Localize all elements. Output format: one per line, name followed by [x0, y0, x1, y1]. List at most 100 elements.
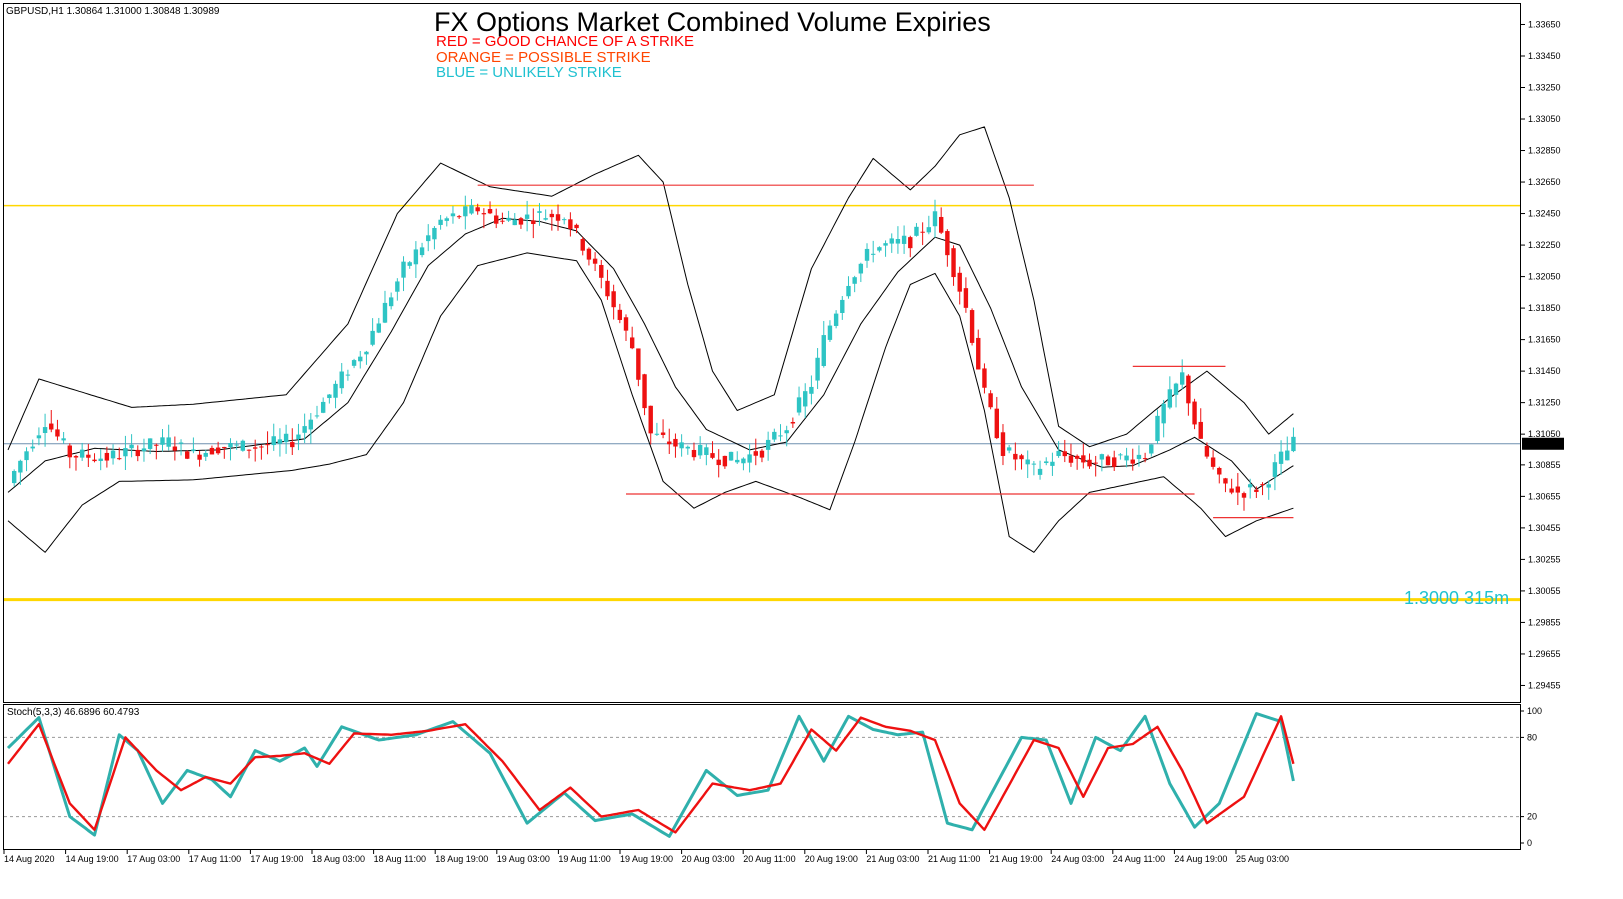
- candle-body: [1192, 401, 1197, 425]
- candle: [147, 438, 153, 455]
- candle-body: [209, 447, 215, 455]
- candle-body: [469, 205, 474, 214]
- candle-body: [463, 206, 468, 217]
- candle: [1062, 439, 1067, 463]
- candle-body: [1019, 455, 1024, 460]
- candle-body: [969, 310, 975, 343]
- candle-body: [444, 218, 449, 221]
- candle: [889, 233, 894, 253]
- candle-body: [790, 422, 796, 424]
- candle-body: [92, 459, 97, 462]
- time-tick-label: 18 Aug 11:00: [374, 854, 426, 864]
- candle-body: [697, 444, 703, 456]
- candle: [283, 424, 289, 454]
- candle-body: [1006, 447, 1012, 451]
- candle-body: [24, 451, 29, 461]
- stoch-main-line: [6, 712, 1295, 838]
- candle-body: [11, 471, 17, 484]
- candle-body: [1204, 445, 1210, 457]
- candle: [636, 348, 641, 387]
- candle-body: [79, 449, 85, 458]
- candle: [549, 209, 555, 231]
- candle-body: [1025, 459, 1030, 465]
- candle: [697, 436, 703, 459]
- candle: [1118, 453, 1123, 460]
- candle: [172, 436, 178, 461]
- candle: [86, 443, 91, 468]
- time-tick-label: 24 Aug 11:00: [1113, 854, 1165, 864]
- candle: [1278, 440, 1284, 475]
- bb-middle: [7, 217, 1294, 493]
- time-tick-label: 17 Aug 11:00: [189, 854, 241, 864]
- candle-body: [426, 235, 431, 242]
- candle: [531, 208, 536, 239]
- candle: [197, 450, 202, 467]
- candle-body: [821, 335, 826, 366]
- candle-body: [172, 446, 178, 451]
- candle: [988, 390, 993, 410]
- candle: [728, 451, 734, 461]
- candle-body: [883, 243, 888, 246]
- candle-body: [215, 447, 221, 454]
- candle: [1068, 443, 1074, 467]
- candle: [611, 284, 616, 320]
- candle-body: [1074, 455, 1080, 459]
- candle-body: [574, 224, 579, 229]
- price-tick-label: 1.30455: [1528, 523, 1561, 533]
- candle-body: [741, 458, 746, 464]
- candle-body: [166, 437, 171, 447]
- candle: [1056, 441, 1061, 458]
- candle: [432, 226, 437, 250]
- candle: [30, 439, 35, 452]
- candle-body: [846, 285, 851, 297]
- candle-body: [49, 423, 54, 430]
- candle-body: [123, 448, 128, 457]
- candle: [1260, 482, 1265, 496]
- time-tick-label: 20 Aug 19:00: [805, 854, 858, 864]
- candle-body: [104, 452, 110, 461]
- stoch-tick-label: 0: [1527, 838, 1532, 848]
- candle: [1192, 398, 1197, 430]
- candle-body: [1254, 489, 1259, 492]
- time-tick-label: 18 Aug 19:00: [435, 854, 488, 864]
- candle: [259, 444, 264, 460]
- candle: [1105, 454, 1111, 466]
- candle-body: [1229, 488, 1234, 493]
- candle-body: [772, 431, 777, 440]
- candle-body: [1161, 403, 1166, 424]
- candle: [1006, 444, 1012, 454]
- price-tick-label: 1.32650: [1528, 177, 1561, 187]
- candle: [976, 329, 981, 370]
- candle-body: [1272, 462, 1278, 477]
- candle-body: [253, 447, 258, 449]
- candle-body: [234, 444, 239, 446]
- candle-body: [1217, 467, 1222, 475]
- candle: [858, 262, 864, 283]
- candle: [1229, 478, 1234, 495]
- candle: [117, 447, 122, 461]
- candle: [932, 199, 938, 238]
- candle-body: [283, 433, 289, 443]
- candle-body: [147, 438, 153, 449]
- candle: [123, 435, 128, 471]
- candle: [450, 205, 456, 224]
- candle: [704, 443, 709, 466]
- candle: [778, 424, 783, 442]
- candle-body: [1013, 453, 1018, 460]
- candle-body: [1068, 455, 1074, 463]
- candle: [438, 214, 443, 230]
- candle-body: [178, 442, 184, 444]
- candle-body: [580, 239, 585, 251]
- candle: [586, 247, 592, 266]
- candle-body: [599, 265, 604, 278]
- legend-orange: ORANGE = POSSIBLE STRIKE: [436, 49, 651, 66]
- candle-body: [160, 437, 165, 445]
- candle: [537, 203, 542, 226]
- candle-body: [976, 337, 981, 370]
- candle: [469, 198, 474, 215]
- candle-body: [296, 434, 301, 440]
- time-tick-label: 24 Aug 19:00: [1174, 854, 1227, 864]
- candle: [1266, 480, 1271, 500]
- candle-body: [617, 309, 623, 320]
